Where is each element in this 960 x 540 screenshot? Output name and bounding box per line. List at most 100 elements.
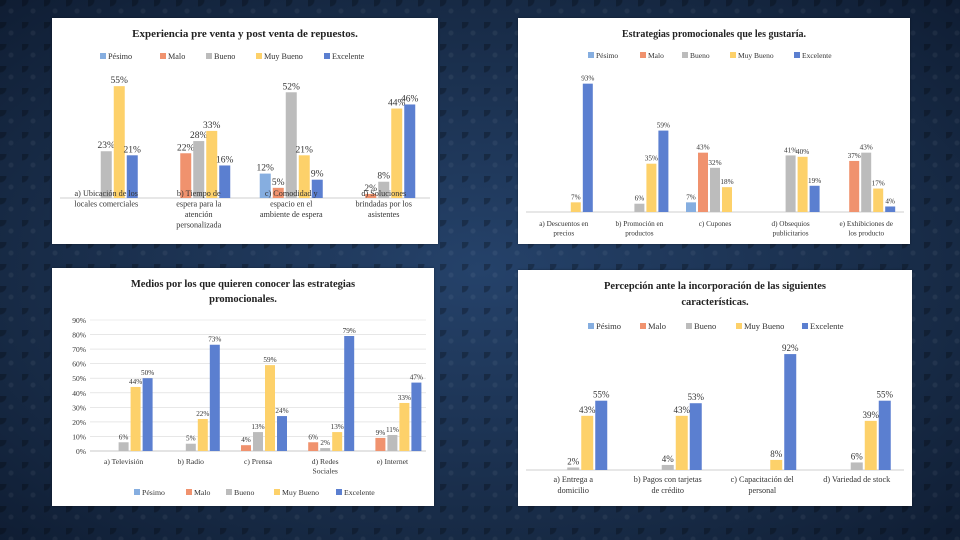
chart-medios: Medios por los que quieren conocer las e… (72, 279, 426, 497)
chart-title: Medios por los que quieren conocer las e… (131, 279, 355, 290)
data-label: 37% (848, 152, 861, 160)
data-label: 17% (872, 180, 885, 188)
data-label: 2% (364, 184, 377, 194)
bar-bueno (378, 181, 390, 198)
data-label: 2% (567, 456, 580, 466)
legend-label-muy-bueno: Muy Bueno (738, 51, 774, 60)
category-label: c) Capacitación del (731, 475, 795, 484)
data-label: 44% (129, 378, 142, 386)
bar-excelente (784, 354, 797, 470)
bar-muy-bueno (265, 365, 275, 451)
data-label: 35% (645, 155, 658, 163)
bar-muy-bueno (197, 418, 208, 451)
data-label: 79% (343, 327, 356, 335)
data-label: 21% (296, 145, 314, 155)
bar-bueno (193, 141, 205, 198)
data-label: 55% (877, 390, 894, 400)
bar-muy-bueno (873, 188, 884, 212)
bar-excelente (878, 400, 891, 470)
legend-label-excelente: Excelente (810, 321, 844, 331)
legend-label-pesimo: Pésimo (596, 51, 618, 60)
data-label: 55% (593, 390, 610, 400)
data-label: 52% (283, 82, 301, 92)
legend-swatch-muy-bueno (736, 323, 742, 329)
legend-swatch-pesimo (588, 52, 594, 58)
category-label: a) Televisión (104, 457, 143, 466)
category-label: espera para la (176, 200, 221, 209)
data-label: 7% (686, 193, 696, 201)
chart-experiencia: Experiencia pre venta y post venta de re… (60, 28, 430, 230)
data-label: 5% (186, 435, 196, 443)
data-label: 33% (398, 394, 411, 402)
chart-percepcion: Percepción ante la incorporación de las … (526, 281, 904, 495)
category-label: personalizada (176, 221, 221, 230)
y-tick-label: 60% (72, 360, 86, 369)
category-label: b) Tiempo de (177, 189, 221, 198)
data-label: 13% (331, 423, 344, 431)
category-label: a) Descuentos en (539, 220, 589, 228)
legend-swatch-bueno (206, 53, 212, 59)
legend-label-bueno: Bueno (214, 52, 235, 61)
legend-label-malo: Malo (194, 488, 211, 497)
bar-muy-bueno (770, 459, 783, 470)
bar-bueno (785, 155, 796, 212)
legend-swatch-muy-bueno (256, 53, 262, 59)
legend-label-excelente: Excelente (802, 51, 832, 60)
data-label: 93% (581, 75, 594, 83)
legend-label-excelente: Excelente (332, 52, 365, 61)
bar-muy-bueno (391, 108, 403, 198)
bar-malo (375, 437, 386, 451)
bar-muy-bueno (646, 163, 657, 212)
bar-excelente (411, 382, 422, 451)
data-label: 21% (124, 145, 142, 155)
category-label: ambiente de espera (260, 210, 323, 219)
bar-malo (365, 193, 377, 198)
bar-malo (241, 445, 251, 451)
bar-bueno (320, 448, 331, 451)
data-label: 39% (863, 410, 880, 420)
chart-panel-4: Percepción ante la incorporación de las … (518, 270, 912, 506)
data-label: 11% (386, 426, 399, 434)
data-label: 5% (272, 178, 285, 188)
data-label: 13% (251, 423, 264, 431)
legend-swatch-excelente (336, 489, 342, 495)
data-label: 18% (720, 178, 733, 186)
y-tick-label: 80% (72, 331, 86, 340)
data-label: 24% (275, 407, 288, 415)
bar-pesimo (686, 202, 696, 212)
category-label: c) Cupones (699, 220, 732, 228)
category-label: publicitarios (773, 230, 809, 238)
bar-excelente (344, 336, 355, 451)
bar-malo (698, 152, 708, 212)
legend-swatch-bueno (682, 52, 688, 58)
bar-excelente (809, 185, 820, 212)
category-label: e) Exhibiciones de (839, 220, 893, 228)
legend-label-bueno: Bueno (690, 51, 710, 60)
legend-swatch-malo (160, 53, 166, 59)
chart-title: Percepción ante la incorporación de las … (604, 281, 826, 292)
y-tick-label: 10% (72, 432, 86, 441)
data-label: 4% (241, 436, 251, 444)
bar-excelente (277, 416, 287, 451)
bar-excelente (219, 165, 231, 198)
legend-label-bueno: Bueno (234, 488, 254, 497)
bar-malo (272, 187, 284, 198)
data-label: 44% (388, 99, 406, 109)
category-label: locales comerciales (74, 200, 138, 209)
data-label: 59% (263, 356, 276, 364)
bar-malo (849, 160, 860, 212)
data-label: 22% (177, 143, 195, 153)
category-label: atención (185, 210, 213, 219)
bar-bueno (634, 203, 645, 212)
category-label: c) Prensa (244, 457, 273, 466)
bar-bueno (185, 443, 196, 451)
legend-swatch-pesimo (134, 489, 140, 495)
data-label: 8% (377, 172, 390, 182)
chart-title: Experiencia pre venta y post venta de re… (132, 28, 358, 40)
bar-muy-bueno (332, 432, 343, 451)
data-label: 50% (141, 369, 154, 377)
y-tick-label: 30% (72, 403, 86, 412)
bar-excelente (404, 104, 416, 198)
data-label: 23% (98, 141, 116, 151)
category-label: b) Pagos con tarjetas (634, 475, 702, 484)
